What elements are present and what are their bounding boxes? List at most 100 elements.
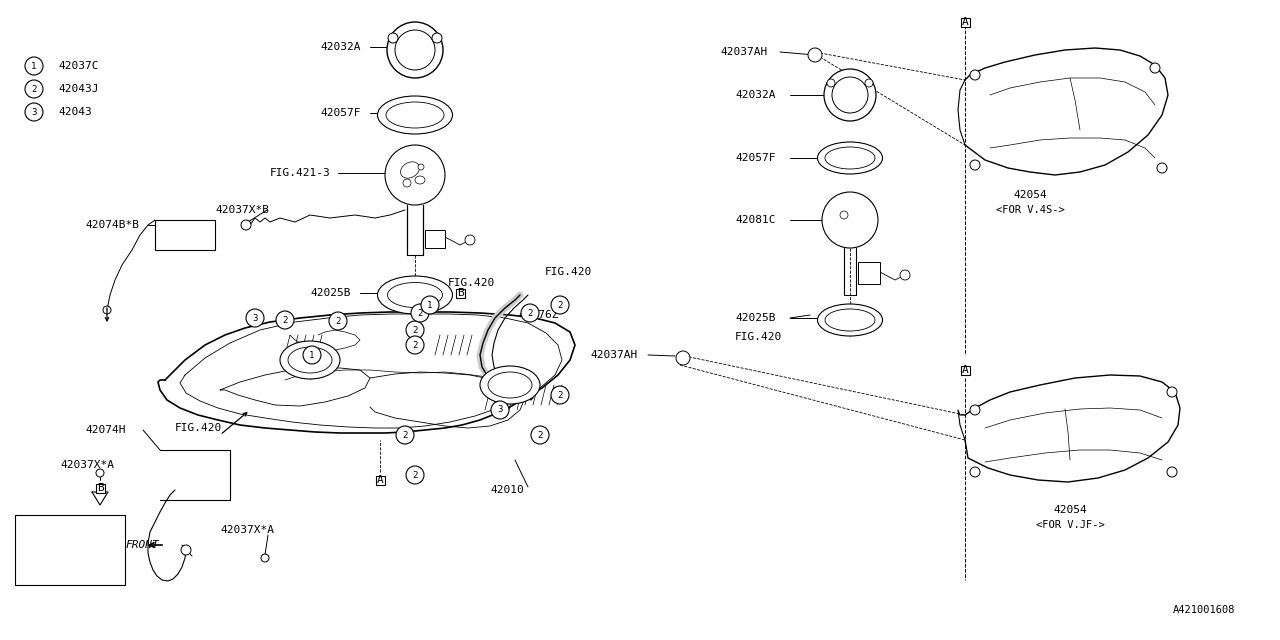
Text: 42074B*B: 42074B*B <box>84 220 140 230</box>
Bar <box>425 230 445 248</box>
Circle shape <box>387 22 443 78</box>
Circle shape <box>1157 163 1167 173</box>
Circle shape <box>822 192 878 248</box>
Text: 42037C: 42037C <box>58 61 99 71</box>
Circle shape <box>406 336 424 354</box>
Circle shape <box>26 103 44 121</box>
Text: 42037AH: 42037AH <box>590 350 637 360</box>
Text: 42054: 42054 <box>1053 505 1087 515</box>
Text: A: A <box>376 475 384 485</box>
Circle shape <box>808 48 822 62</box>
Circle shape <box>26 57 44 75</box>
Ellipse shape <box>387 102 444 128</box>
Text: 2: 2 <box>538 431 543 440</box>
Text: B: B <box>457 288 463 298</box>
Circle shape <box>411 304 429 322</box>
Circle shape <box>832 77 868 113</box>
Circle shape <box>396 426 413 444</box>
Text: 2: 2 <box>402 431 408 440</box>
Circle shape <box>276 311 294 329</box>
Text: A: A <box>961 365 969 375</box>
Circle shape <box>385 145 445 205</box>
Bar <box>960 17 969 26</box>
Circle shape <box>550 296 570 314</box>
Text: 3: 3 <box>252 314 257 323</box>
Circle shape <box>26 80 44 98</box>
Circle shape <box>521 304 539 322</box>
Text: 2: 2 <box>283 316 288 324</box>
Text: FIG.421-3: FIG.421-3 <box>270 168 330 178</box>
Text: B: B <box>457 288 463 298</box>
Ellipse shape <box>826 147 876 169</box>
Text: FIG.420: FIG.420 <box>735 332 782 342</box>
Text: 1: 1 <box>428 301 433 310</box>
Text: <FOR V.JF->: <FOR V.JF-> <box>1036 520 1105 530</box>
Text: 42057F: 42057F <box>735 153 776 163</box>
Bar <box>375 476 384 484</box>
Text: 2: 2 <box>417 308 422 317</box>
Circle shape <box>388 33 398 43</box>
Circle shape <box>970 160 980 170</box>
Text: 42025B: 42025B <box>310 288 351 298</box>
Ellipse shape <box>826 309 876 331</box>
Text: A421001608: A421001608 <box>1172 605 1235 615</box>
Ellipse shape <box>288 347 332 373</box>
Ellipse shape <box>818 142 882 174</box>
Circle shape <box>465 235 475 245</box>
Text: A: A <box>961 365 969 375</box>
Circle shape <box>840 211 849 219</box>
Text: B: B <box>96 483 104 493</box>
Text: 42025B: 42025B <box>735 313 776 323</box>
Text: 42037X*A: 42037X*A <box>60 460 114 470</box>
Text: 2: 2 <box>412 340 417 349</box>
Circle shape <box>406 321 424 339</box>
Circle shape <box>329 312 347 330</box>
Text: 2: 2 <box>412 326 417 335</box>
Circle shape <box>827 79 835 87</box>
Text: FIG.420: FIG.420 <box>545 267 593 277</box>
Text: 2: 2 <box>527 308 532 317</box>
Text: FIG.420: FIG.420 <box>175 423 223 433</box>
Circle shape <box>1167 387 1178 397</box>
Ellipse shape <box>280 341 340 379</box>
Circle shape <box>421 296 439 314</box>
Circle shape <box>406 466 424 484</box>
Text: 42037X*A: 42037X*A <box>220 525 274 535</box>
Ellipse shape <box>378 96 453 134</box>
Text: 1: 1 <box>31 61 37 70</box>
Text: 42037X*B: 42037X*B <box>215 205 269 215</box>
Ellipse shape <box>388 282 443 307</box>
Text: 42076Z: 42076Z <box>518 310 558 320</box>
Ellipse shape <box>488 372 532 398</box>
Text: A: A <box>961 17 969 27</box>
Text: 42032A: 42032A <box>735 90 776 100</box>
Circle shape <box>531 426 549 444</box>
Ellipse shape <box>818 304 882 336</box>
Text: 2: 2 <box>412 470 417 479</box>
Ellipse shape <box>480 366 540 404</box>
Circle shape <box>241 220 251 230</box>
Text: 1: 1 <box>310 351 315 360</box>
Circle shape <box>403 179 411 187</box>
Text: 42054: 42054 <box>1014 190 1047 200</box>
Circle shape <box>900 270 910 280</box>
Ellipse shape <box>378 276 453 314</box>
Bar <box>960 365 969 374</box>
Circle shape <box>970 467 980 477</box>
Text: 42010: 42010 <box>490 485 524 495</box>
Circle shape <box>492 401 509 419</box>
Circle shape <box>550 386 570 404</box>
Circle shape <box>246 309 264 327</box>
Text: 42043: 42043 <box>58 107 92 117</box>
Circle shape <box>303 346 321 364</box>
Ellipse shape <box>415 176 425 184</box>
Text: 3: 3 <box>31 108 37 116</box>
Circle shape <box>261 554 269 562</box>
Circle shape <box>824 69 876 121</box>
Text: 2: 2 <box>557 390 563 399</box>
Ellipse shape <box>401 162 420 178</box>
Bar <box>456 289 465 298</box>
Circle shape <box>433 33 442 43</box>
Text: FIG.420: FIG.420 <box>448 278 495 288</box>
Text: 42043J: 42043J <box>58 84 99 94</box>
